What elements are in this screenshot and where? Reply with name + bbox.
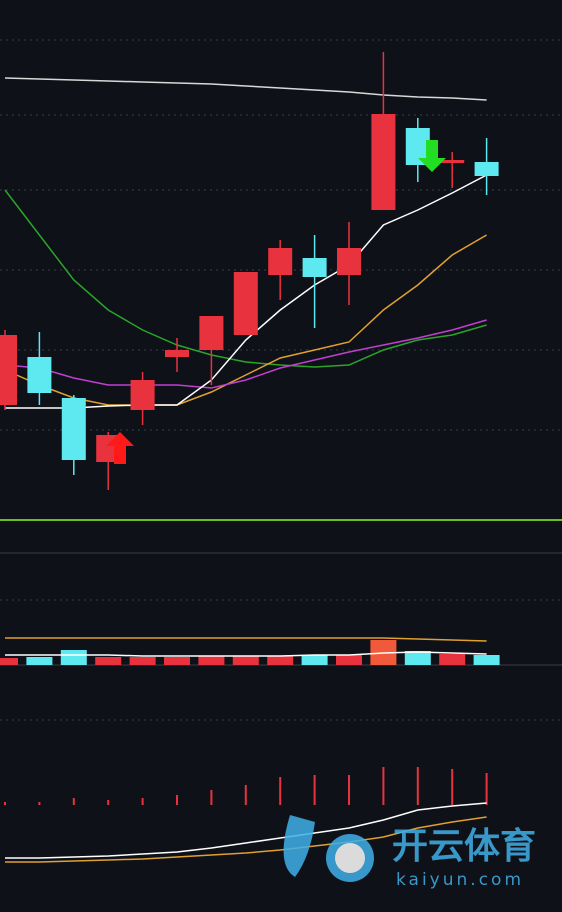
bar: [210, 790, 213, 805]
bar: [279, 777, 282, 805]
plot: [0, 52, 500, 863]
ma-line: [4, 189, 487, 368]
bar: [267, 656, 294, 665]
candle-body: [165, 350, 189, 357]
bar: [72, 798, 75, 805]
bar: [107, 800, 110, 805]
ma-line: [4, 77, 487, 101]
candle-body: [371, 114, 396, 210]
bar: [313, 775, 316, 805]
bar: [232, 656, 259, 665]
bar: [38, 802, 41, 805]
bar: [336, 655, 362, 665]
grid: [0, 39, 562, 721]
candle-body: [440, 160, 465, 163]
bar: [439, 654, 466, 665]
candle-body: [27, 357, 52, 393]
bar: [26, 657, 53, 665]
bar: [416, 767, 419, 805]
bar: [176, 795, 178, 805]
bar: [382, 767, 385, 805]
ma-line: [5, 651, 487, 657]
bar: [95, 657, 122, 665]
bar: [348, 775, 350, 805]
candle-body: [0, 335, 17, 405]
ma-line: [5, 637, 487, 642]
bar: [485, 773, 488, 805]
bar: [164, 657, 190, 665]
candle-body: [61, 398, 86, 460]
watermark: 开云体育 kaiyun.com: [283, 815, 536, 890]
ma-line: [4, 319, 487, 389]
bar: [4, 802, 6, 805]
candle-body: [302, 258, 327, 277]
bar: [0, 658, 18, 665]
ma-line: [5, 802, 487, 859]
candle-body: [337, 248, 361, 275]
logo-ball-inner: [335, 843, 365, 873]
candle-body: [199, 316, 224, 350]
candle-body: [268, 248, 293, 275]
bar: [141, 798, 144, 805]
bar: [60, 650, 87, 665]
buy-arrow: [106, 432, 134, 464]
sell-arrow: [418, 140, 446, 172]
candle-body: [474, 162, 499, 176]
ma-line: [5, 816, 487, 863]
candle-body: [130, 380, 155, 410]
site: kaiyun.com: [396, 870, 524, 890]
candle-body: [233, 272, 258, 335]
bar: [129, 657, 156, 665]
logo-k: [283, 815, 315, 877]
bar: [244, 785, 247, 805]
bar: [404, 651, 431, 665]
bar: [451, 769, 454, 805]
brand: 开云体育: [392, 826, 536, 867]
bar: [473, 655, 500, 665]
bar: [198, 656, 225, 665]
bar: [301, 655, 328, 665]
